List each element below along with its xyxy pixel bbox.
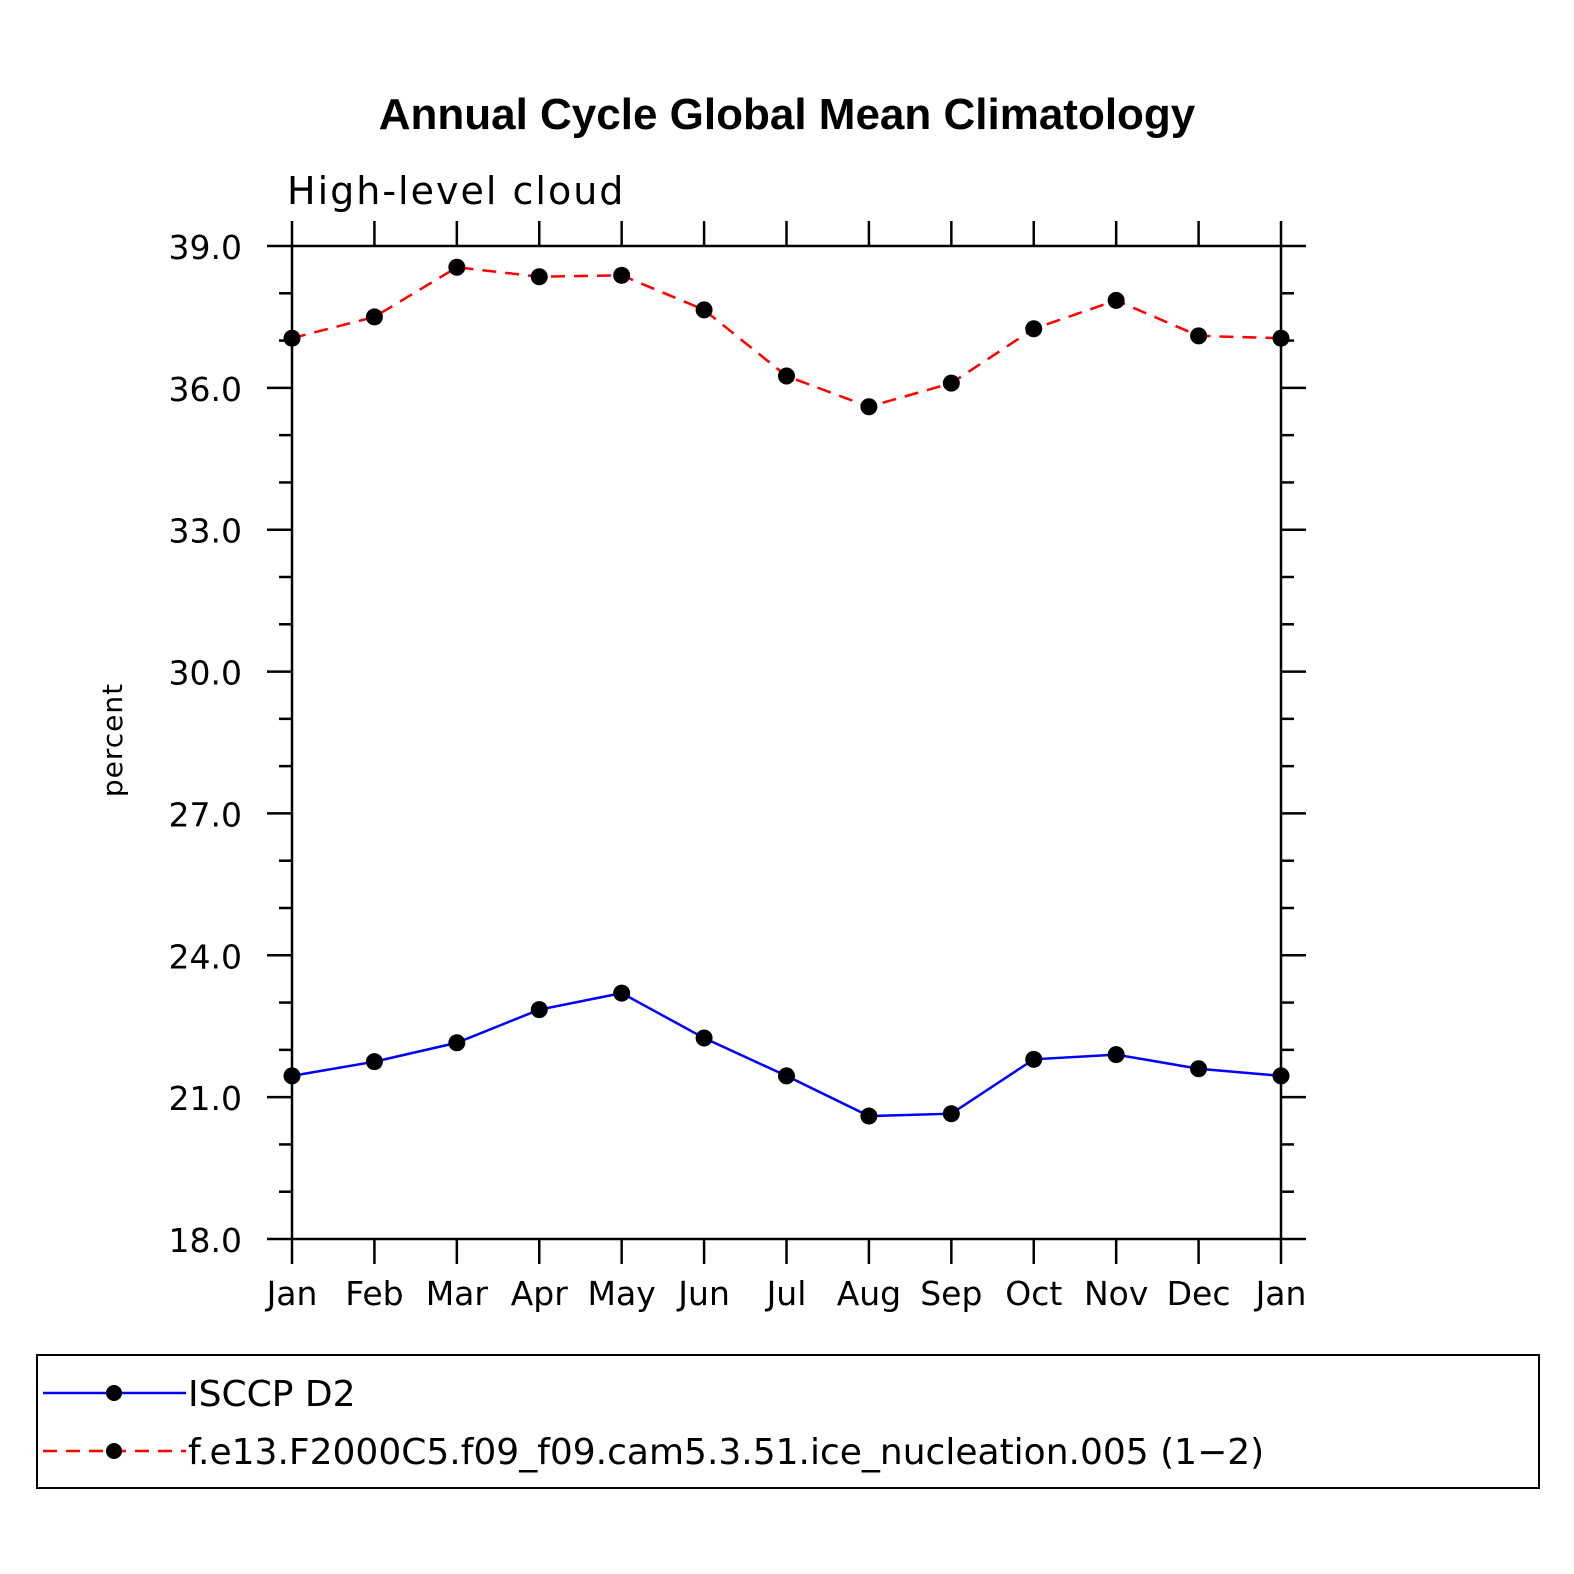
data-point xyxy=(448,1034,466,1052)
series-line xyxy=(291,265,1282,409)
series-line xyxy=(291,991,1282,1118)
plot-axes: Jan Feb Mar Apr May Jun Jul Aug Sep Oct Nov Dec Jan 1… xyxy=(169,221,1307,1313)
data-point xyxy=(1107,1046,1125,1064)
x-tick-label: Oct xyxy=(1005,1274,1062,1313)
series-0 xyxy=(283,984,1290,1125)
x-tick-label: Apr xyxy=(511,1274,569,1313)
series-layer xyxy=(283,258,1290,1125)
x-tick-label: Feb xyxy=(345,1274,403,1313)
legend: ISCCP D2 f.e13.F2000C5.f09_f09.cam5.3.51… xyxy=(36,1354,1540,1489)
y-tick-label: 33.0 xyxy=(169,512,242,551)
data-point xyxy=(448,258,466,276)
y-tick-label: 36.0 xyxy=(169,370,242,409)
x-tick-label: Mar xyxy=(426,1274,489,1313)
data-point xyxy=(613,266,631,284)
y-tick-label: 39.0 xyxy=(169,228,242,267)
data-point xyxy=(365,308,383,326)
data-point xyxy=(778,367,795,385)
y-tick-label: 24.0 xyxy=(169,937,242,976)
x-tick-label: Aug xyxy=(837,1274,901,1313)
data-point xyxy=(613,984,631,1002)
data-point xyxy=(1025,320,1043,338)
series-1 xyxy=(283,258,1290,416)
legend-label-isccp: ISCCP D2 xyxy=(188,1374,356,1415)
legend-box xyxy=(36,1354,1540,1489)
data-point xyxy=(860,1107,878,1125)
y-axis-label: percent xyxy=(96,683,129,797)
data-point xyxy=(1272,329,1290,347)
legend-label-model: f.e13.F2000C5.f09_f09.cam5.3.51.ice_nucl… xyxy=(188,1432,1264,1473)
data-point xyxy=(860,398,878,416)
x-tick-label: Dec xyxy=(1167,1274,1231,1313)
data-point xyxy=(1190,327,1208,345)
data-point xyxy=(695,301,713,319)
y-tick-label: 27.0 xyxy=(169,795,242,834)
data-point xyxy=(695,1029,713,1047)
legend-marker-model xyxy=(106,1443,122,1459)
data-point xyxy=(1272,1067,1290,1085)
data-point xyxy=(942,374,960,392)
x-tick-label: Jan xyxy=(1254,1274,1307,1313)
x-tick-label: Jun xyxy=(676,1274,730,1313)
data-point xyxy=(1107,291,1125,309)
y-tick-label: 21.0 xyxy=(169,1079,242,1118)
legend-marker-isccp xyxy=(106,1385,122,1401)
x-tick-label: Jul xyxy=(765,1274,807,1313)
chart-subtitle: High-level cloud xyxy=(287,169,625,213)
data-point xyxy=(778,1067,795,1085)
data-point xyxy=(1025,1050,1043,1068)
data-point xyxy=(530,268,548,286)
data-point xyxy=(942,1105,960,1123)
x-tick-label: Jan xyxy=(265,1274,318,1313)
plot-frame xyxy=(290,244,1283,1241)
data-point xyxy=(283,329,301,347)
x-tick-label: Nov xyxy=(1084,1274,1148,1313)
y-tick-label: 30.0 xyxy=(169,654,242,693)
data-point xyxy=(1190,1060,1208,1078)
data-point xyxy=(530,1001,548,1019)
data-point xyxy=(365,1053,383,1071)
y-tick-label: 18.0 xyxy=(169,1221,242,1260)
x-tick-label: Sep xyxy=(920,1274,982,1313)
x-tick-label: May xyxy=(588,1274,656,1313)
chart-title: Annual Cycle Global Mean Climatology xyxy=(379,90,1196,139)
data-point xyxy=(283,1067,301,1085)
